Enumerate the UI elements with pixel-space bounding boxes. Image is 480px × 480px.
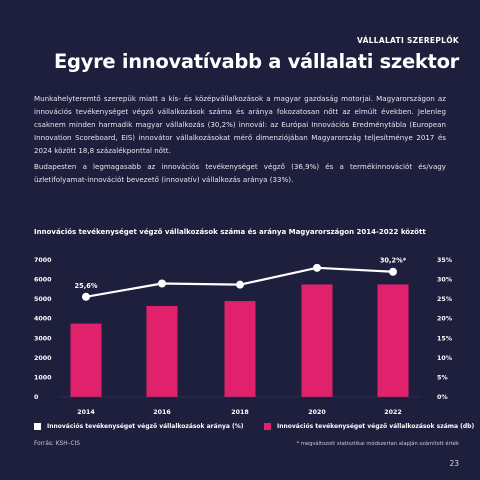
x-tick-label: 2020 — [308, 409, 326, 416]
y-right-tick-label: 0% — [437, 394, 448, 401]
bar — [146, 305, 178, 397]
source-note: Forrás: KSH–CIS — [34, 441, 80, 447]
line-point — [82, 292, 90, 301]
page-number: 23 — [449, 459, 459, 468]
line-point — [158, 279, 166, 288]
bar — [70, 323, 102, 397]
line-point — [389, 267, 397, 276]
y-left-tick-label: 1000 — [34, 374, 52, 381]
y-right-tick-label: 20% — [437, 316, 453, 323]
line-point — [236, 280, 244, 289]
y-right-tick-label: 35% — [437, 257, 453, 264]
y-left-tick-label: 3000 — [34, 335, 52, 342]
body-paragraph-2: Budapesten a legmagasabb az innovációs t… — [34, 162, 446, 184]
y-left-tick-label: 6000 — [34, 277, 52, 284]
y-left-tick-label: 4000 — [34, 316, 52, 323]
section-kicker: VÁLLALATI SZEREPLŐK — [356, 36, 459, 45]
page-title: Egyre innovatívabb a vállalati szektor — [54, 50, 459, 73]
x-tick-label: 2022 — [384, 409, 402, 416]
combo-chart: 0 1000 2000 3000 4000 5000 6000 7000 0% 5% 10% 15% 2… — [34, 257, 453, 416]
legend-bar-entry: Innovációs tevékenységet végző vállalkoz… — [264, 423, 474, 430]
chart-title: Innovációs tevékenységet végző vállalkoz… — [34, 228, 426, 236]
bar — [224, 301, 256, 397]
y-left-tick-label: 7000 — [34, 257, 52, 264]
legend-line-entry: Innovációs tevékenységet végző vállalkoz… — [34, 423, 244, 430]
x-tick-label: 2018 — [231, 409, 249, 416]
y-left-tick-label: 0 — [34, 394, 39, 401]
y-right-tick-label: 25% — [437, 296, 453, 303]
y-right-tick-label: 5% — [437, 374, 448, 381]
line-point — [313, 263, 321, 272]
y-left-tick-label: 2000 — [34, 355, 52, 362]
footnote: * megváltozott statisztikai módszertan a… — [296, 441, 459, 447]
legend-line-label: Innovációs tevékenységet végző vállalkoz… — [47, 423, 244, 430]
legend-white-swatch — [34, 423, 41, 430]
legend-pink-swatch — [264, 423, 271, 430]
y-right-tick-label: 30% — [437, 277, 453, 284]
bar — [301, 284, 333, 397]
body-paragraph-1: Munkahelyteremtő szerepük miatt a kis- é… — [34, 94, 446, 155]
x-tick-label: 2016 — [153, 409, 171, 416]
data-label: 30,2%* — [380, 257, 407, 265]
y-right-tick-label: 15% — [437, 335, 453, 342]
legend-bar-label: Innovációs tevékenységet végző vállalkoz… — [277, 423, 475, 430]
x-tick-label: 2014 — [77, 409, 95, 416]
bar — [377, 284, 409, 397]
data-label: 25,6% — [75, 282, 98, 290]
y-right-tick-label: 10% — [437, 355, 453, 362]
y-left-tick-label: 5000 — [34, 296, 52, 303]
